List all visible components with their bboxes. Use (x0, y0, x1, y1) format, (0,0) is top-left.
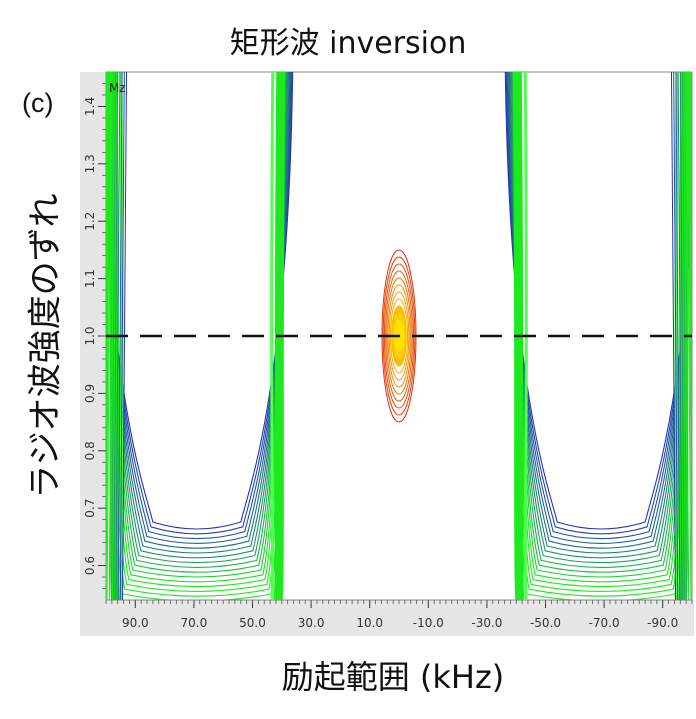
x-tick-label: -50.0 (530, 616, 561, 630)
corner-label: Mz (109, 81, 126, 95)
contour-line-uright (505, 72, 692, 535)
x-tick-label: 90.0 (122, 616, 149, 630)
x-tick-label: 50.0 (239, 616, 266, 630)
chart-title: 矩形波 inversion (229, 26, 467, 61)
edge-contour-right (670, 72, 676, 600)
x-tick-label: -30.0 (471, 616, 502, 630)
edge-contour-right (675, 72, 681, 600)
x-axis: 90.0 70.0 50.0 30.0 10.0 -10.0 -30.0 -50.0 -70.0… (105, 600, 693, 630)
x-tick-label: 70.0 (181, 616, 208, 630)
y-axis-band (80, 72, 106, 636)
panel-label: (c) (22, 88, 54, 118)
y-tick-label: 1.3 (83, 154, 97, 173)
contour-group (106, 72, 692, 600)
contour-line-uright (504, 72, 692, 530)
y-axis: 0.6 0.7 0.8 0.9 1.0 1.1 1.2 1.3 1.4 (83, 83, 106, 589)
contour-line-uleft (106, 72, 291, 544)
y-tick-label: 0.8 (83, 441, 97, 460)
x-axis-label: 励起範囲 (kHz) (281, 658, 505, 696)
y-tick-label: 1.0 (83, 326, 97, 345)
contour-line-uright (507, 72, 692, 544)
edge-contour-right (673, 72, 679, 600)
x-tick-label: 10.0 (356, 616, 383, 630)
edge-contour-right (679, 72, 685, 600)
x-tick-label: 30.0 (298, 616, 325, 630)
edge-contour-right (677, 72, 683, 600)
y-tick-label: 0.7 (83, 499, 97, 518)
y-tick-label: 1.4 (83, 97, 97, 116)
contour-line-uleft (106, 72, 293, 535)
y-tick-label: 0.9 (83, 384, 97, 403)
x-tick-label: -90.0 (647, 616, 678, 630)
x-axis-band (80, 600, 694, 636)
y-tick-label: 1.1 (83, 269, 97, 288)
y-tick-label: 0.6 (83, 556, 97, 575)
y-tick-label: 1.2 (83, 212, 97, 231)
x-tick-label: -70.0 (589, 616, 620, 630)
contour-line-uleft (106, 72, 294, 530)
x-tick-label: -10.0 (413, 616, 444, 630)
